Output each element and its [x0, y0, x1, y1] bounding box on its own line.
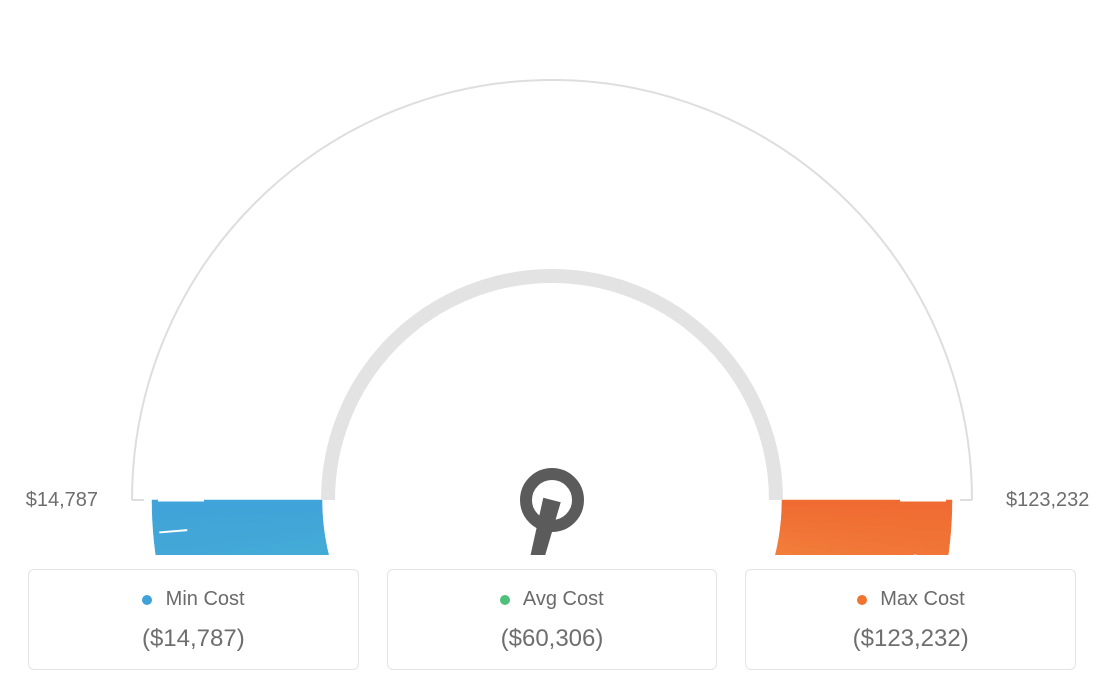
summary-cards-row: Min Cost ($14,787) Avg Cost ($60,306) Ma… — [28, 569, 1076, 670]
avg-cost-label: Avg Cost — [400, 588, 705, 611]
avg-cost-label-text: Avg Cost — [523, 588, 604, 610]
gauge-tick-label: $123,232 — [1006, 489, 1089, 511]
max-cost-card: Max Cost ($123,232) — [745, 569, 1076, 670]
min-cost-value: ($14,787) — [41, 625, 346, 653]
gauge-inner-rim — [328, 276, 776, 500]
avg-dot-icon — [500, 595, 510, 605]
min-cost-label: Min Cost — [41, 588, 346, 611]
cost-gauge-chart: $14,787$26,167$37,547$60,306$81,281$102,… — [0, 0, 1104, 690]
avg-cost-value: ($60,306) — [400, 625, 705, 653]
avg-cost-card: Avg Cost ($60,306) — [387, 569, 718, 670]
gauge-tick-label: $14,787 — [26, 489, 98, 511]
gauge-scale-arc — [132, 80, 972, 500]
max-cost-value: ($123,232) — [758, 625, 1063, 653]
min-cost-card: Min Cost ($14,787) — [28, 569, 359, 670]
max-cost-label: Max Cost — [758, 588, 1063, 611]
max-dot-icon — [857, 595, 867, 605]
min-dot-icon — [142, 595, 152, 605]
gauge-svg: $14,787$26,167$37,547$60,306$81,281$102,… — [0, 0, 1104, 555]
min-cost-label-text: Min Cost — [166, 588, 245, 610]
max-cost-label-text: Max Cost — [880, 588, 964, 610]
